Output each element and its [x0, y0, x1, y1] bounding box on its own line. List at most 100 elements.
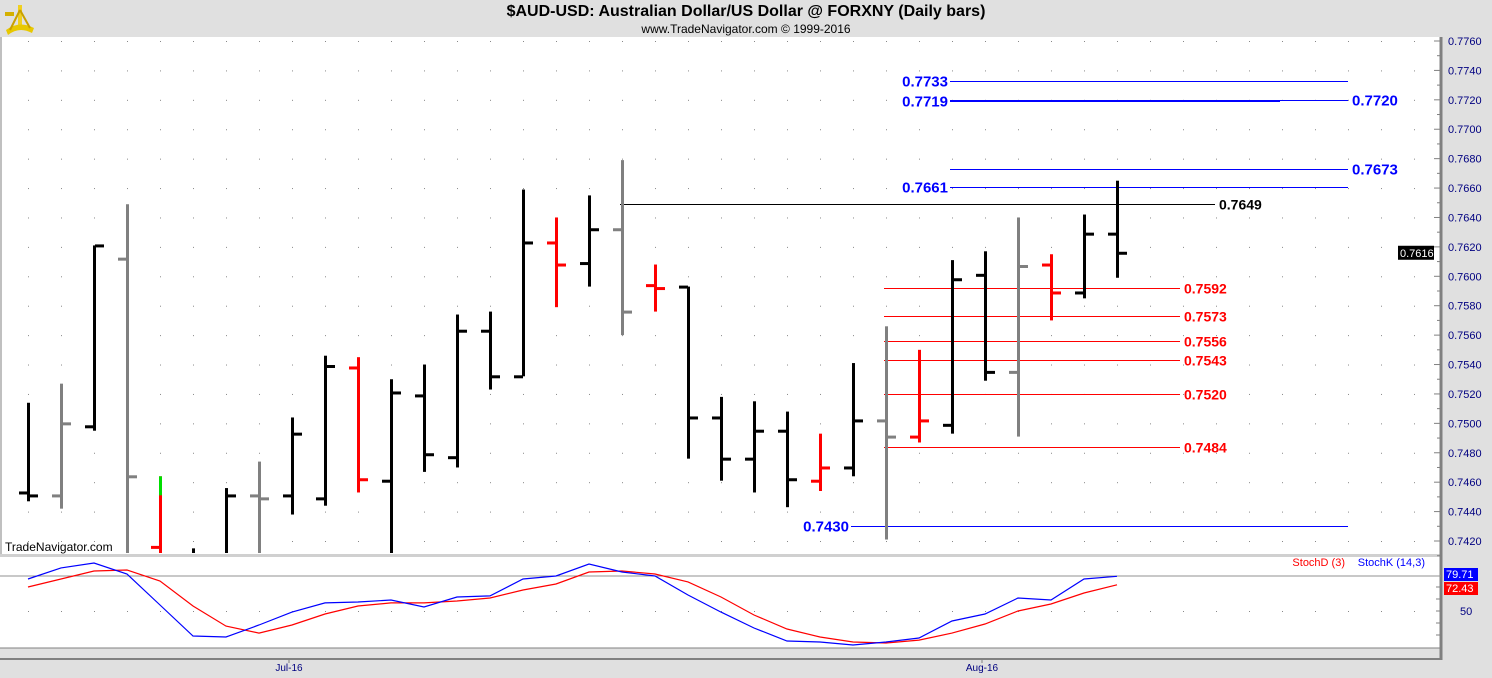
grid-dot: [61, 246, 62, 248]
grid-dot: [325, 217, 326, 219]
grid-dot: [1315, 305, 1316, 307]
grid-dot: [1051, 611, 1052, 612]
grid-dot: [391, 158, 392, 160]
grid-dot: [853, 99, 854, 101]
ohlc-bar[interactable]: [481, 311, 500, 390]
grid-dot: [1282, 335, 1283, 337]
ohlc-bar[interactable]: [877, 326, 896, 540]
stochd-value-box: [1444, 582, 1478, 595]
ohlc-bar[interactable]: [448, 314, 467, 468]
bar-open-tick: [976, 273, 985, 277]
ohlc-bar[interactable]: [1009, 217, 1028, 437]
grid-dot: [1381, 158, 1382, 160]
ohlc-bar[interactable]: [547, 217, 566, 308]
ohlc-bar[interactable]: [778, 411, 797, 508]
grid-dot: [1216, 511, 1217, 513]
grid-dot: [886, 541, 887, 543]
ohlc-bar[interactable]: [85, 244, 104, 431]
bar-close-tick: [95, 244, 104, 248]
grid-dot: [160, 41, 161, 42]
grid-dot: [325, 276, 326, 278]
grid-dot: [919, 335, 920, 337]
stochk-value-box: [1444, 568, 1478, 581]
ohlc-bar[interactable]: [613, 160, 632, 336]
ohlc-bar[interactable]: [1042, 254, 1061, 321]
grid-dot: [985, 158, 986, 160]
bar-range: [1017, 217, 1020, 437]
grid-dot: [1183, 541, 1184, 543]
grid-dot: [1381, 305, 1382, 307]
bar-range: [522, 189, 525, 377]
grid-dot: [28, 511, 29, 513]
ohlc-bar[interactable]: [382, 379, 401, 553]
ohlc-bar[interactable]: [52, 383, 71, 509]
grid-dot: [226, 246, 227, 248]
ohlc-bar[interactable]: [349, 357, 368, 493]
panel-divider[interactable]: [0, 554, 1441, 557]
grid-dot: [127, 129, 128, 131]
bar-open-tick: [316, 497, 325, 501]
ohlc-bar[interactable]: [1075, 214, 1094, 299]
grid-dot: [787, 541, 788, 543]
ohlc-bar[interactable]: [679, 285, 698, 459]
grid-dot: [622, 70, 623, 72]
ohlc-bar[interactable]: [283, 417, 302, 515]
ohlc-bar[interactable]: [844, 363, 863, 477]
grid-dot: [853, 482, 854, 484]
grid-dot: [160, 423, 161, 425]
ohlc-bar[interactable]: [151, 476, 162, 553]
grid-dot: [490, 246, 491, 248]
ohlc-bar[interactable]: [745, 401, 764, 493]
grid-dot: [127, 99, 128, 101]
ohlc-bar[interactable]: [415, 364, 434, 472]
ohlc-bar[interactable]: [811, 433, 830, 492]
grid-dot: [919, 188, 920, 190]
ohlc-bar[interactable]: [192, 548, 195, 553]
bar-close-tick: [920, 419, 929, 423]
grid-dot: [1183, 41, 1184, 42]
ohlc-bar[interactable]: [712, 396, 731, 481]
grid-dot: [325, 305, 326, 307]
grid-dot: [721, 611, 722, 612]
ohlc-bar[interactable]: [976, 251, 995, 381]
ohlc-bar[interactable]: [19, 402, 38, 502]
grid-dot: [622, 99, 623, 101]
ohlc-bar[interactable]: [316, 355, 335, 506]
grid-dot: [985, 70, 986, 72]
grid-dot: [1249, 217, 1250, 219]
grid-dot: [160, 99, 161, 101]
grid-dot: [160, 217, 161, 219]
stochk-value: 79.71: [1446, 569, 1474, 581]
grid-dot: [1183, 423, 1184, 425]
ohlc-bar[interactable]: [910, 349, 929, 443]
chart-title: $AUD-USD: Australian Dollar/US Dollar @ …: [506, 3, 986, 20]
ohlc-bar[interactable]: [118, 204, 137, 553]
grid-dot: [820, 423, 821, 425]
bar-open-tick: [448, 456, 457, 460]
ohlc-bar[interactable]: [225, 488, 236, 553]
grid-dot: [259, 41, 260, 42]
ohlc-bar[interactable]: [580, 195, 599, 287]
grid-dot: [820, 246, 821, 248]
grid-dot: [28, 41, 29, 42]
ohlc-bar[interactable]: [250, 461, 269, 553]
grid-dot: [424, 41, 425, 42]
grid-dot: [1315, 246, 1316, 248]
ohlc-bar[interactable]: [514, 189, 533, 379]
grid-dot: [1348, 41, 1349, 42]
grid-dot: [1348, 217, 1349, 219]
ohlc-bar[interactable]: [943, 260, 962, 434]
grid-dot: [94, 611, 95, 612]
grid-dot: [1216, 364, 1217, 366]
grid-dot: [1315, 276, 1316, 278]
ohlc-bar[interactable]: [646, 264, 665, 312]
grid-dot: [787, 246, 788, 248]
grid-dot: [28, 611, 29, 612]
grid-dot: [259, 364, 260, 366]
ohlc-bar[interactable]: [1108, 180, 1127, 278]
grid-dot: [1051, 246, 1052, 248]
grid-dot: [1315, 452, 1316, 454]
grid-dot: [886, 305, 887, 307]
grid-dot: [820, 158, 821, 160]
grid-dot: [193, 611, 194, 612]
